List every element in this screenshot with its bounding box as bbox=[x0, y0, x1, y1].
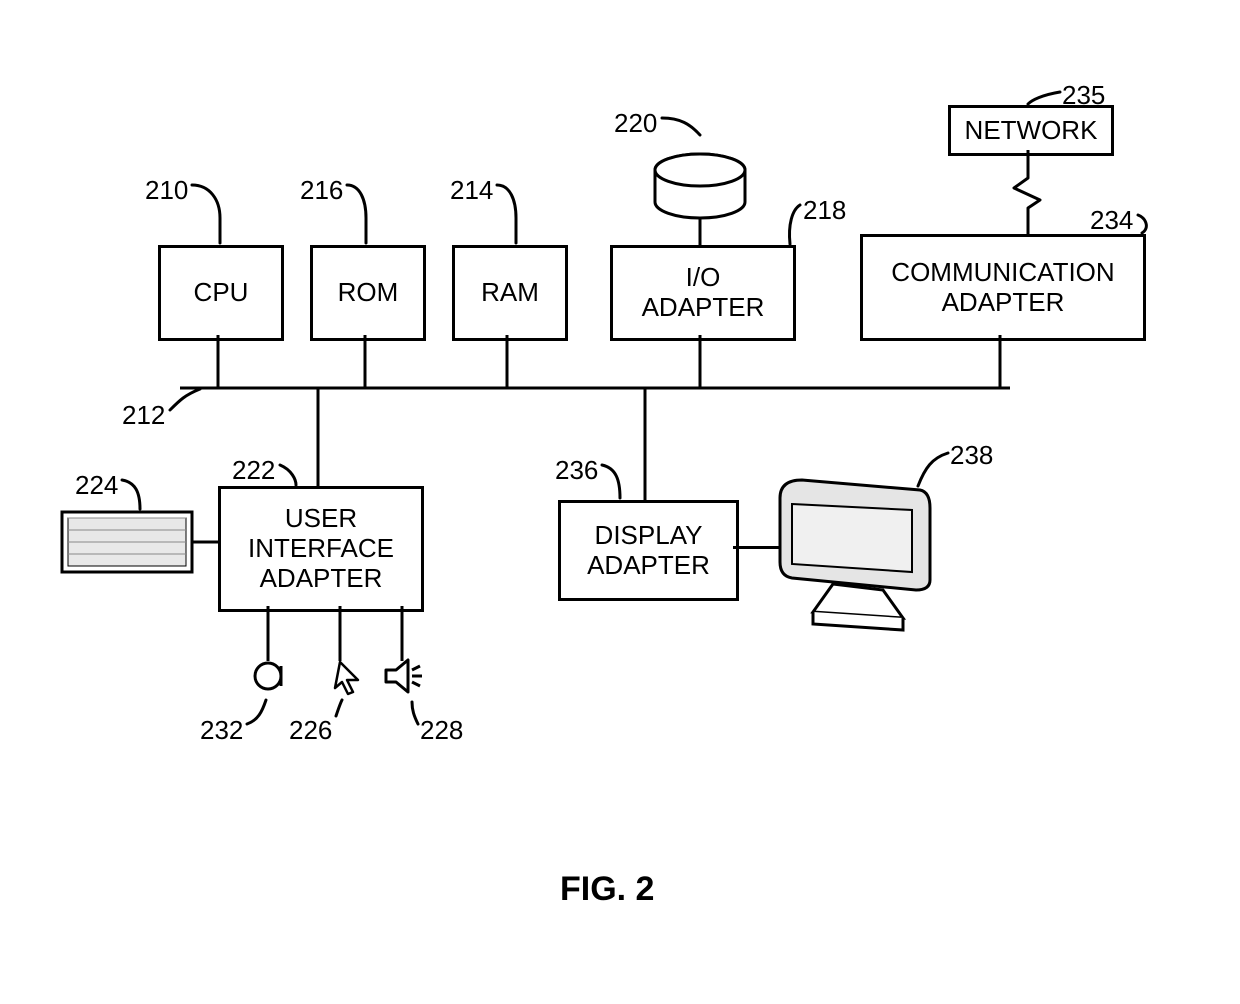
diagram-canvas: CPU ROM RAM I/OADAPTER COMMUNICATIONADAP… bbox=[0, 0, 1240, 1004]
svg-layer bbox=[0, 0, 1240, 1004]
